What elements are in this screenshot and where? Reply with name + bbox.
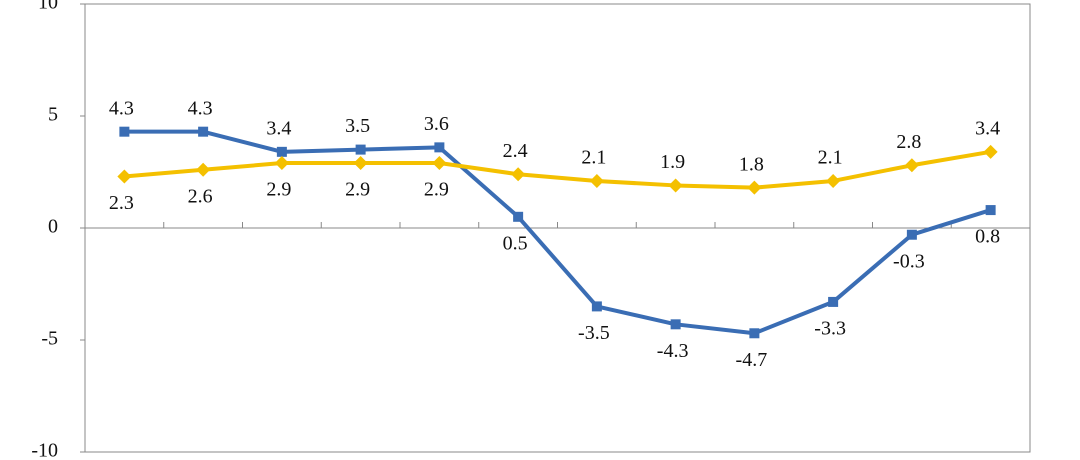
marker (906, 229, 917, 240)
data-label: 2.9 (266, 179, 291, 201)
data-label: 2.1 (818, 147, 843, 169)
marker (511, 167, 526, 182)
marker (589, 173, 604, 188)
data-label: 1.8 (739, 153, 764, 175)
marker (904, 158, 919, 173)
marker (668, 178, 683, 193)
data-label: 4.3 (109, 97, 134, 119)
marker (985, 205, 996, 216)
data-label: -4.3 (657, 340, 689, 362)
data-label: 0.8 (975, 226, 1000, 248)
marker (355, 144, 366, 155)
marker (747, 180, 762, 195)
data-label: -4.7 (736, 349, 768, 371)
data-label: 2.4 (503, 140, 528, 162)
marker (828, 296, 839, 307)
marker (591, 301, 602, 312)
marker (198, 126, 209, 137)
data-label: -3.3 (814, 318, 846, 340)
marker (117, 169, 132, 184)
data-label: 2.9 (345, 179, 370, 201)
y-tick-label: 5 (48, 104, 58, 126)
data-label: 2.9 (424, 179, 449, 201)
data-label: -0.3 (893, 250, 925, 272)
marker (826, 173, 841, 188)
series-line (124, 129, 992, 336)
y-tick-label: 10 (38, 0, 58, 14)
data-label: -3.5 (578, 322, 610, 344)
y-tick-label: 0 (48, 216, 58, 238)
marker (434, 142, 445, 153)
y-tick-label: -10 (31, 440, 58, 460)
marker (119, 126, 130, 137)
marker (274, 156, 289, 171)
data-label: 2.6 (188, 185, 213, 207)
data-label: 3.6 (424, 113, 449, 135)
data-label: 2.1 (581, 147, 606, 169)
data-label: 0.5 (503, 232, 528, 254)
data-label: 1.9 (660, 151, 685, 173)
marker (353, 156, 368, 171)
series-line (124, 149, 991, 190)
marker (196, 162, 211, 177)
data-label: 3.5 (345, 115, 370, 137)
y-tick-label: -5 (41, 328, 58, 350)
marker (276, 146, 287, 157)
marker (432, 156, 447, 171)
marker (513, 211, 524, 222)
data-label: 2.3 (109, 192, 134, 214)
marker (670, 319, 681, 330)
data-label: 4.3 (188, 97, 213, 119)
marker (749, 328, 760, 339)
data-label: 3.4 (975, 117, 1000, 139)
data-label: 2.8 (896, 131, 921, 153)
data-label: 3.4 (266, 117, 291, 139)
marker (983, 144, 998, 159)
